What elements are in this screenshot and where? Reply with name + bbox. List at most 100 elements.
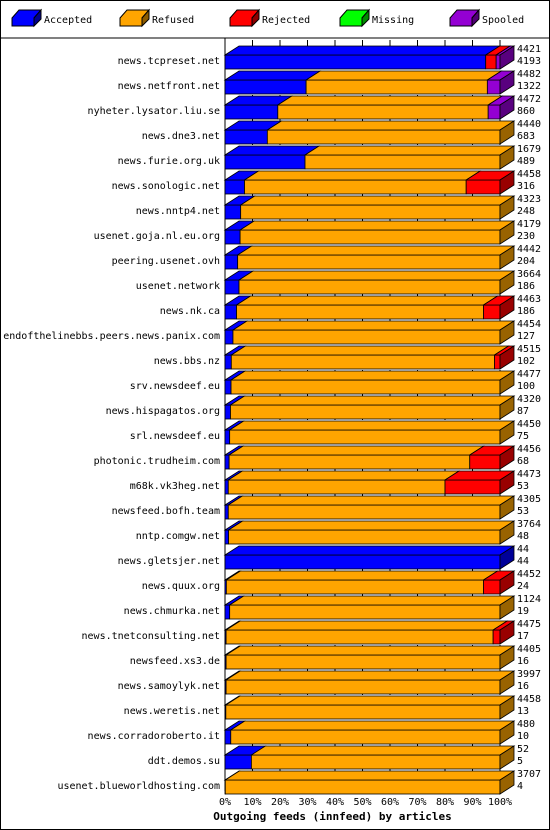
- total-value-label: 4456: [517, 444, 541, 455]
- bar-end-face: [499, 720, 515, 745]
- bar-segment-top: [223, 545, 516, 556]
- bar-segment: [492, 629, 501, 645]
- bar-segment: [224, 154, 306, 170]
- x-tick-label: 20%: [271, 797, 289, 808]
- bar-segment: [444, 479, 501, 495]
- bar-segment: [224, 404, 231, 420]
- x-tick-label: 0%: [219, 797, 231, 808]
- chart-title: Outgoing feeds (innfeed) by articles: [213, 810, 451, 823]
- legend-label: Spooled: [482, 15, 524, 26]
- row-label: m68k.vk3heg.net: [130, 481, 220, 492]
- bar-segment-top: [224, 695, 516, 706]
- total-value-label: 4421: [517, 44, 541, 55]
- x-tick-label: 10%: [243, 797, 261, 808]
- legend-label: Refused: [152, 15, 194, 26]
- total-value-label: 4323: [517, 194, 541, 205]
- legend-item: Rejected: [229, 8, 310, 28]
- bar-segment: [224, 129, 268, 145]
- row-label: usenet.blueworldhosting.com: [57, 781, 220, 792]
- accepted-value-label: 44: [517, 556, 529, 567]
- bar-segment: [238, 279, 501, 295]
- bar-end-face: [499, 370, 515, 395]
- bar-segment: [244, 179, 467, 195]
- bar-segment: [483, 579, 501, 595]
- bar-end-face: [499, 570, 515, 595]
- row-label: endofthelinebbs.peers.news.panix.com: [3, 331, 220, 342]
- bar-segment: [230, 729, 501, 745]
- bar-segment: [230, 404, 501, 420]
- bar-segment: [225, 579, 484, 595]
- bar-segment: [224, 354, 232, 370]
- accepted-value-label: 860: [517, 106, 535, 117]
- total-value-label: 4473: [517, 469, 541, 480]
- bar-end-face: [499, 520, 515, 545]
- bar-end-face: [499, 595, 515, 620]
- bar-segment-top: [265, 120, 516, 131]
- bar-segment-top: [243, 170, 482, 181]
- row-label: news.nntp4.net: [136, 206, 220, 217]
- row-label: news.tcpreset.net: [118, 56, 220, 67]
- accepted-value-label: 100: [517, 381, 535, 392]
- bar-segment-top: [250, 745, 516, 756]
- bar-segment-top: [229, 345, 510, 356]
- bar-segment: [224, 329, 234, 345]
- accepted-value-label: 68: [517, 456, 529, 467]
- total-value-label: 480: [517, 719, 535, 730]
- bar-segment: [227, 479, 446, 495]
- legend-swatch-side: [141, 8, 150, 28]
- bar-end-face: [499, 545, 515, 570]
- bar-segment-top: [228, 595, 516, 606]
- bar-segment-top: [236, 245, 516, 256]
- bar-segment: [225, 654, 501, 670]
- row-label: news.sonologic.net: [112, 181, 220, 192]
- bar-end-face: [499, 470, 515, 495]
- total-value-label: 4442: [517, 244, 541, 255]
- legend-swatch-side: [251, 8, 260, 28]
- bar-end-face: [499, 695, 515, 720]
- bar-segment: [239, 229, 501, 245]
- bar-end-face: [499, 70, 515, 95]
- total-value-label: 4450: [517, 419, 541, 430]
- bar-segment: [465, 179, 501, 195]
- bar-segment: [224, 104, 279, 120]
- row-label: news.chmurka.net: [124, 606, 220, 617]
- legend-label: Missing: [372, 15, 414, 26]
- row-label: news.bbs.nz: [154, 356, 220, 367]
- bar-segment: [224, 754, 252, 770]
- bar-segment: [495, 54, 501, 70]
- bar-segment: [224, 604, 231, 620]
- accepted-value-label: 316: [517, 181, 535, 192]
- accepted-value-label: 53: [517, 506, 529, 517]
- legend-swatch-side: [471, 8, 480, 28]
- accepted-value-label: 53: [517, 481, 529, 492]
- row-label: news.nk.ca: [160, 306, 220, 317]
- row-label: photonic.trudheim.com: [94, 456, 220, 467]
- bar-segment: [224, 254, 239, 270]
- bar-end-face: [499, 670, 515, 695]
- row-label: news.tnetconsulting.net: [82, 631, 220, 642]
- bar-segment: [230, 379, 501, 395]
- bar-segment-top: [303, 145, 516, 156]
- legend-swatch-side: [361, 8, 370, 28]
- bar-end-face: [499, 295, 515, 320]
- legend-label: Rejected: [262, 15, 310, 26]
- bar-segment: [483, 304, 501, 320]
- bar-segment-top: [237, 270, 516, 281]
- row-label: news.dne3.net: [142, 131, 220, 142]
- total-value-label: 4305: [517, 494, 541, 505]
- total-value-label: 4475: [517, 619, 541, 630]
- x-tick-label: 100%: [488, 797, 512, 808]
- accepted-value-label: 48: [517, 531, 529, 542]
- total-value-label: 4477: [517, 369, 541, 380]
- bar-end-face: [499, 445, 515, 470]
- bar-segment-top: [229, 395, 516, 406]
- bar-segment: [224, 229, 241, 245]
- bar-end-face: [499, 420, 515, 445]
- total-value-label: 3764: [517, 519, 541, 530]
- bar-segment: [224, 479, 229, 495]
- bar-segment: [277, 104, 489, 120]
- row-label: news.hispagatos.org: [106, 406, 220, 417]
- bar-segment-top: [227, 520, 516, 531]
- bar-end-face: [499, 395, 515, 420]
- x-tick-label: 40%: [326, 797, 344, 808]
